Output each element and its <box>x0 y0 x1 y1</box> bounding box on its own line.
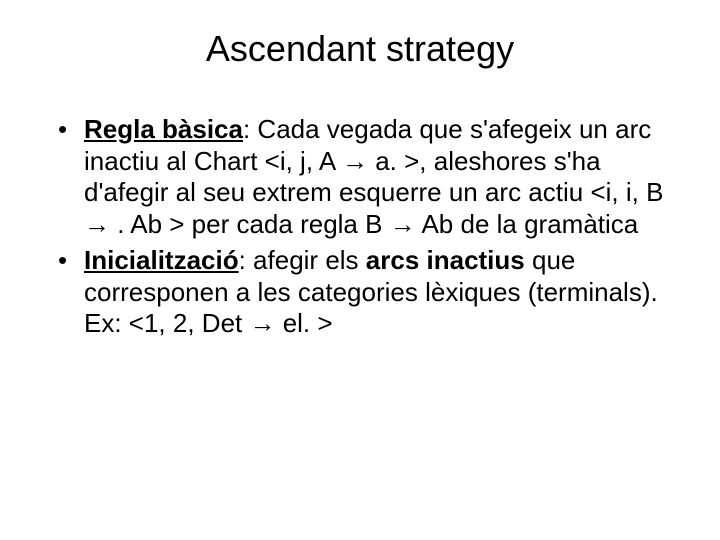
bullet-lead: Regla bàsica <box>84 114 243 144</box>
list-item: Inicialització: afegir els arcs inactius… <box>58 245 680 340</box>
slide: Ascendant strategy Regla bàsica: Cada ve… <box>0 0 720 540</box>
bullet-text: : afegir els <box>239 245 366 275</box>
bullet-lead: Inicialització <box>84 245 239 275</box>
bullet-list: Regla bàsica: Cada vegada que s'afegeix … <box>40 114 680 340</box>
slide-title: Ascendant strategy <box>40 28 680 70</box>
list-item: Regla bàsica: Cada vegada que s'afegeix … <box>58 114 680 241</box>
bullet-bold-phrase: arcs inactius <box>366 245 525 275</box>
